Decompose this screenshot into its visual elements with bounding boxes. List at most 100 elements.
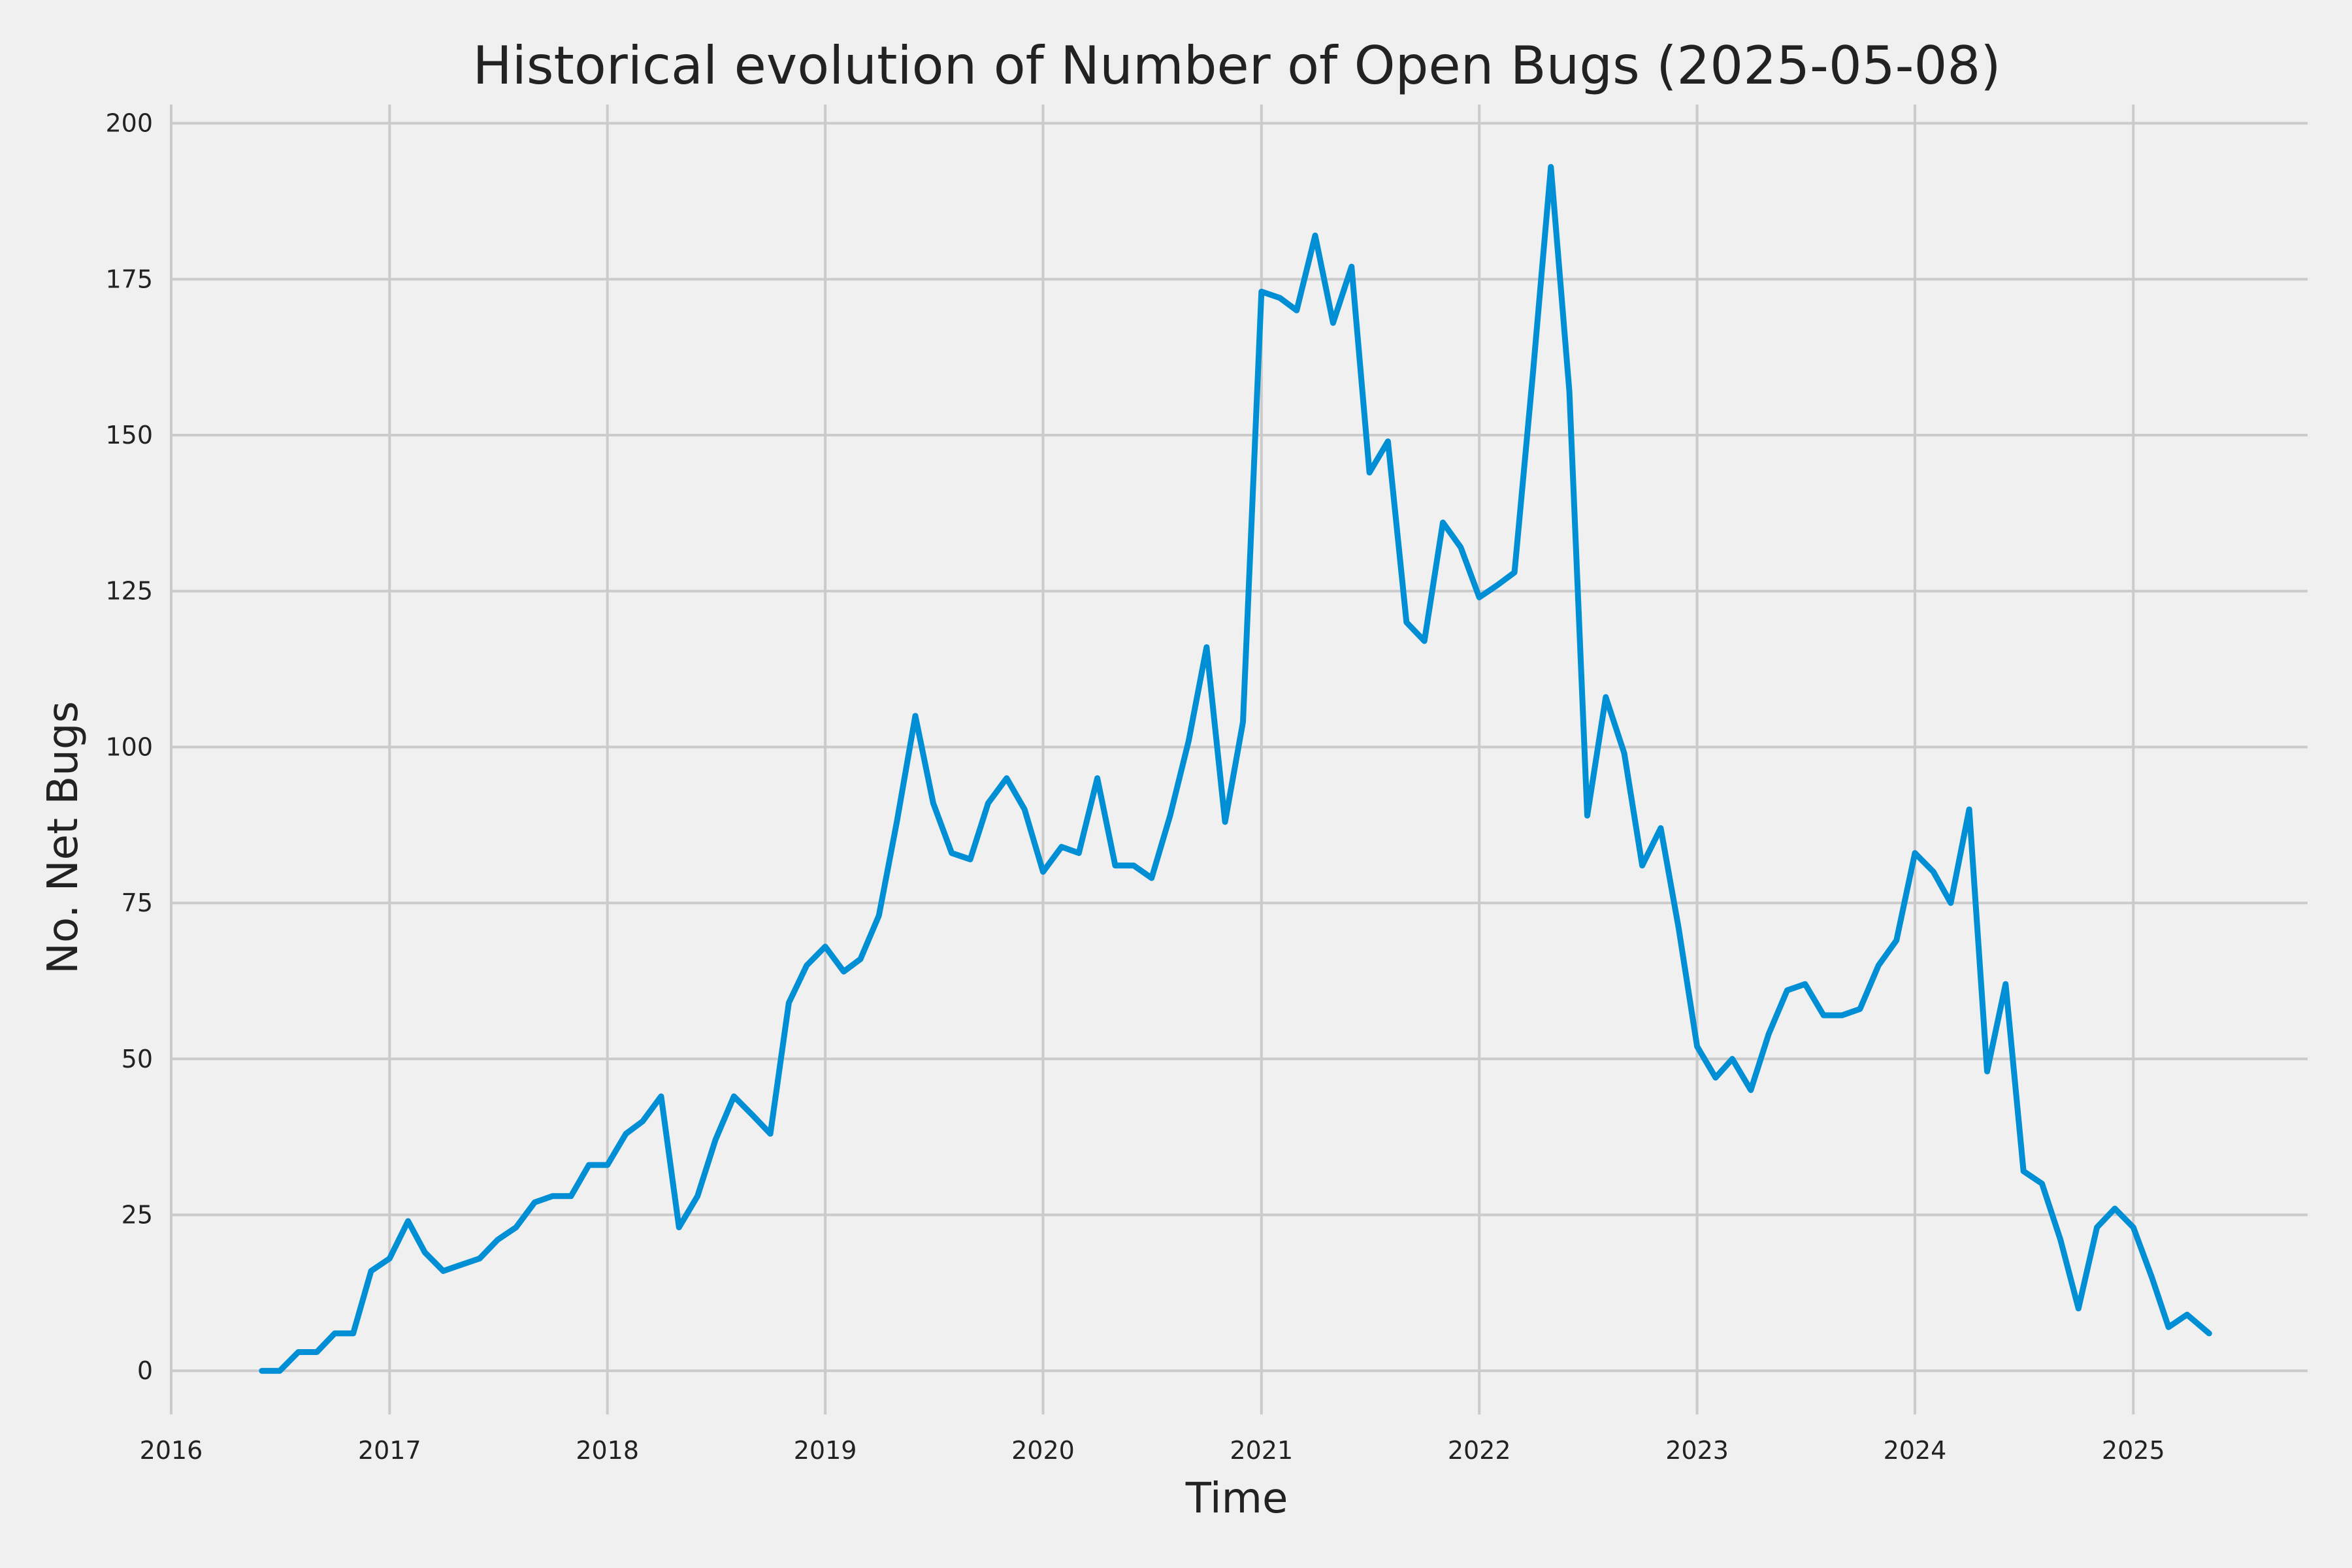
data-point xyxy=(732,1094,736,1099)
x-tick-label: 2022 xyxy=(1448,1436,1511,1465)
data-point xyxy=(406,1219,410,1224)
data-point xyxy=(368,1269,373,1273)
data-point xyxy=(2040,1181,2044,1186)
y-tick-label: 100 xyxy=(105,732,153,761)
data-point xyxy=(1404,620,1409,625)
data-point xyxy=(986,801,990,806)
data-point xyxy=(296,1350,301,1354)
data-point xyxy=(587,1163,591,1168)
data-point xyxy=(1041,870,1045,874)
data-point xyxy=(949,851,954,855)
x-tick-label: 2016 xyxy=(140,1436,203,1465)
data-point xyxy=(1894,938,1899,943)
data-point xyxy=(333,1331,337,1335)
data-point xyxy=(624,1132,629,1136)
data-point xyxy=(2112,1206,2117,1211)
data-point xyxy=(1495,583,1500,587)
data-point xyxy=(768,1132,773,1136)
data-point xyxy=(713,1137,718,1142)
data-point xyxy=(1095,776,1100,781)
data-point xyxy=(550,1194,555,1198)
x-tick-label: 2018 xyxy=(576,1436,639,1465)
data-point xyxy=(1077,851,1081,855)
data-point xyxy=(1912,851,1917,855)
data-point xyxy=(1985,1069,1989,1073)
data-point xyxy=(968,857,973,862)
data-point xyxy=(2021,1169,2026,1173)
data-point xyxy=(1931,870,1936,874)
data-point xyxy=(1785,988,1789,992)
x-tick-label: 2024 xyxy=(1884,1436,1947,1465)
data-point xyxy=(441,1269,446,1273)
data-point xyxy=(2058,1237,2063,1242)
data-point xyxy=(1259,289,1264,294)
data-point xyxy=(1278,295,1282,300)
data-point xyxy=(423,1250,427,1254)
data-point xyxy=(2149,1275,2154,1279)
y-tick-label: 200 xyxy=(105,109,153,138)
data-point xyxy=(1857,1007,1862,1011)
x-tick-label: 2021 xyxy=(1230,1436,1293,1465)
data-point xyxy=(823,944,828,949)
data-point xyxy=(1512,570,1517,575)
data-point xyxy=(894,819,899,824)
data-point xyxy=(1422,639,1427,644)
data-point xyxy=(1458,545,1463,549)
series-line xyxy=(259,164,2212,1374)
data-point xyxy=(1821,1013,1826,1017)
data-point xyxy=(1313,233,1318,238)
data-point xyxy=(1331,321,1335,325)
data-point xyxy=(1531,370,1535,375)
data-point xyxy=(478,1256,482,1261)
data-point xyxy=(931,801,936,806)
data-point xyxy=(1132,863,1136,868)
x-tick-label: 2020 xyxy=(1011,1436,1075,1465)
data-point xyxy=(387,1256,392,1261)
data-point xyxy=(677,1225,681,1230)
data-point xyxy=(1876,963,1881,968)
data-point xyxy=(1840,1013,1844,1017)
y-tick-label: 75 xyxy=(122,889,153,917)
data-point xyxy=(2131,1225,2136,1230)
data-point xyxy=(2095,1225,2099,1230)
data-point xyxy=(2166,1325,2171,1330)
data-point xyxy=(1803,982,1807,987)
data-point xyxy=(1477,595,1482,600)
data-point xyxy=(1748,1088,1753,1092)
data-point xyxy=(1186,738,1191,743)
x-tick-label: 2023 xyxy=(1665,1436,1729,1465)
data-point xyxy=(314,1350,319,1354)
data-point xyxy=(1622,751,1627,755)
data-point xyxy=(1441,520,1445,525)
data-point xyxy=(695,1194,700,1198)
data-point xyxy=(2185,1313,2189,1317)
data-point xyxy=(1168,813,1173,818)
data-point xyxy=(259,1369,264,1373)
data-point xyxy=(1640,863,1644,868)
y-tick-label: 175 xyxy=(105,265,153,293)
x-tick-label: 2017 xyxy=(358,1436,421,1465)
grid xyxy=(170,105,2308,1414)
data-point xyxy=(750,1113,755,1117)
data-point xyxy=(1349,265,1354,269)
data-point xyxy=(1676,926,1681,930)
series-layer xyxy=(259,164,2212,1374)
data-point xyxy=(1585,813,1590,818)
data-point xyxy=(1967,807,1972,811)
data-point xyxy=(787,1000,791,1005)
data-point xyxy=(568,1194,573,1198)
data-point xyxy=(841,970,846,974)
data-point xyxy=(278,1369,282,1373)
y-tick-label: 125 xyxy=(105,577,153,606)
data-point xyxy=(1386,439,1390,444)
data-point xyxy=(1713,1075,1718,1080)
y-tick-label: 25 xyxy=(122,1200,153,1229)
x-axis-ticks: 2016 2017 2018 2019 2020 2021 2022 2023 2024 2025 xyxy=(140,1436,2165,1465)
data-point xyxy=(1767,1032,1771,1036)
data-point xyxy=(605,1163,610,1168)
data-point xyxy=(514,1225,518,1230)
data-point xyxy=(1567,389,1572,394)
data-point xyxy=(459,1262,463,1267)
y-tick-label: 0 xyxy=(137,1356,153,1385)
